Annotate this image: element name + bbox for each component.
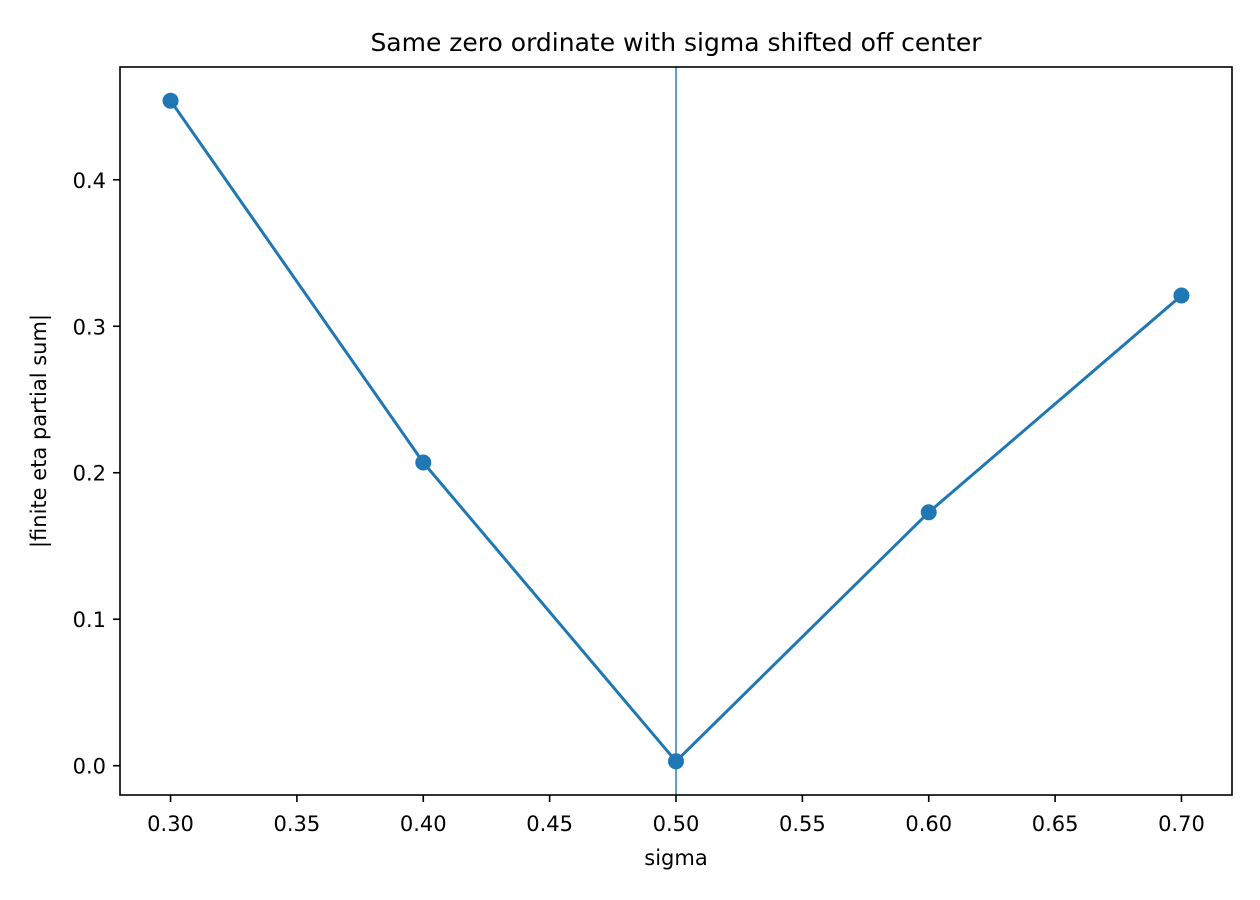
- x-tick-label: 0.70: [1158, 812, 1205, 836]
- y-axis-label: |finite eta partial sum|: [27, 314, 52, 548]
- x-tick-label: 0.55: [779, 812, 826, 836]
- data-point: [668, 753, 684, 770]
- y-tick-label: 0.1: [73, 608, 106, 632]
- y-tick-label: 0.4: [73, 169, 106, 193]
- x-tick-label: 0.45: [526, 812, 573, 836]
- x-tick-label: 0.40: [400, 812, 447, 836]
- x-tick-label: 0.35: [274, 812, 321, 836]
- y-axis-ticks: 0.0 0.1 0.2 0.3 0.4: [73, 169, 120, 779]
- plot-frame: [119, 66, 1233, 796]
- data-point: [415, 454, 432, 471]
- chart-title: Same zero ordinate with sigma shifted of…: [370, 28, 982, 57]
- data-point: [1173, 287, 1190, 304]
- y-tick-label: 0.0: [73, 755, 106, 779]
- x-axis-label: sigma: [644, 846, 707, 870]
- plot-layer: [162, 67, 1190, 795]
- x-tick-label: 0.50: [653, 812, 700, 836]
- x-tick-label: 0.65: [1032, 812, 1079, 836]
- data-point: [162, 92, 179, 109]
- x-tick-label: 0.60: [905, 812, 952, 836]
- data-point: [920, 504, 937, 521]
- y-tick-label: 0.2: [73, 462, 106, 486]
- x-tick-label: 0.30: [147, 812, 194, 836]
- x-axis-ticks: 0.30 0.35 0.40 0.45 0.50 0.55 0.60 0.65 0.70: [147, 795, 1205, 836]
- y-tick-label: 0.3: [73, 315, 106, 339]
